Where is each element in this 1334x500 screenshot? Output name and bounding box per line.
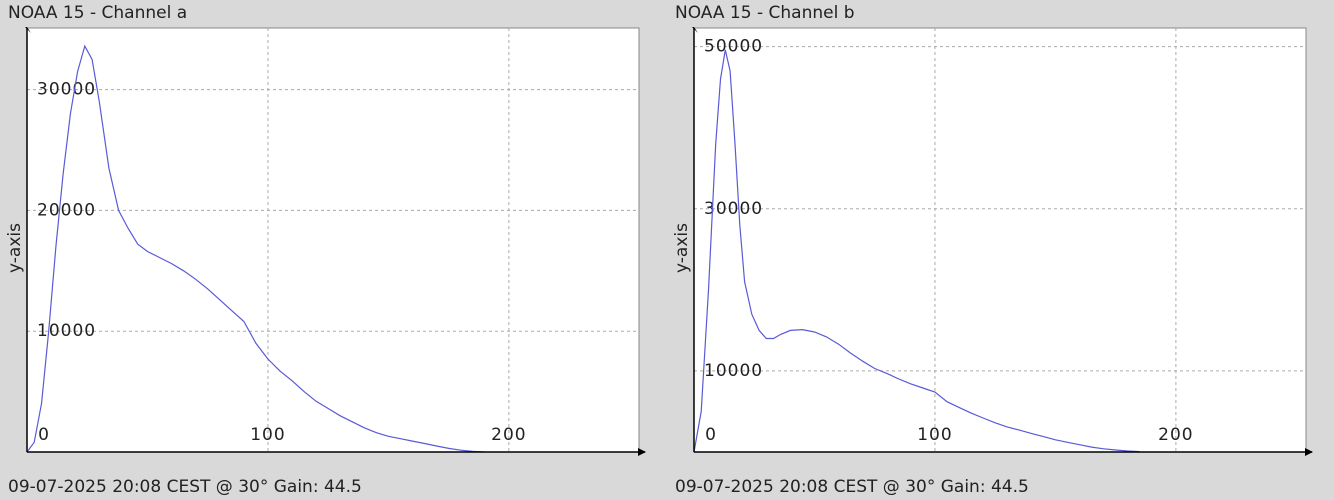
y-axis-label: y-axis: [5, 223, 25, 273]
x-axis-arrow: [1305, 448, 1313, 456]
y-tick-label: 50000: [704, 37, 763, 57]
footer: 09-07-2025 20:08 CEST @ 30° Gain: 44.5: [675, 477, 1029, 497]
x-tick-label: 100: [250, 425, 285, 445]
y-axis-arrow: [692, 27, 698, 33]
x-tick-label: 200: [491, 425, 526, 445]
data-line: [26, 44, 485, 453]
x-tick-label: 200: [1158, 425, 1193, 445]
x-tick-label: 0: [705, 425, 717, 445]
y-axis-arrow: [25, 27, 31, 33]
x-axis-arrow: [638, 448, 646, 456]
y-tick-label: 30000: [37, 80, 96, 100]
y-tick-label: 10000: [704, 361, 763, 381]
data-line: [693, 49, 1140, 453]
chart-title: NOAA 15 - Channel b: [675, 3, 855, 23]
x-tick-label: 0: [38, 425, 50, 445]
plot-area: [693, 27, 1307, 453]
x-tick-label: 100: [917, 425, 952, 445]
chart-title: NOAA 15 - Channel a: [8, 3, 187, 23]
y-tick-label: 20000: [37, 200, 96, 220]
footer: 09-07-2025 20:08 CEST @ 30° Gain: 44.5: [8, 477, 362, 497]
y-tick-label: 10000: [37, 321, 96, 341]
y-tick-label: 30000: [704, 199, 763, 219]
plot-area: [26, 27, 640, 453]
y-axis-label: y-axis: [672, 223, 692, 273]
